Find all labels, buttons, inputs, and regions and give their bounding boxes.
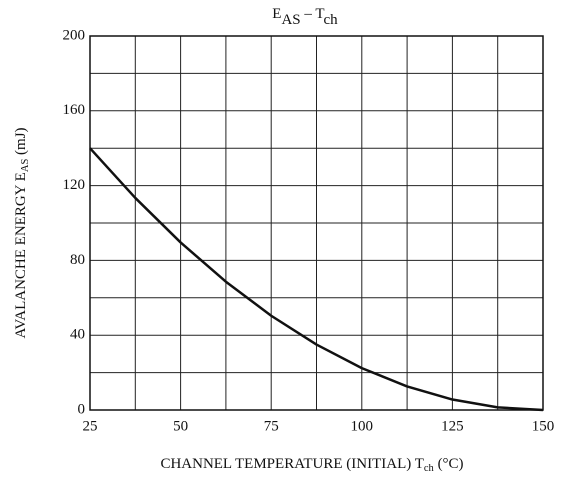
x-tick-label: 150 <box>532 418 555 434</box>
title-part: ch <box>324 12 339 28</box>
title-part: – T <box>301 6 325 22</box>
title-part: E <box>272 6 281 22</box>
title-text: EAS – Tch <box>272 6 338 28</box>
y-tick-label: 120 <box>63 177 86 193</box>
plot-frame <box>89 35 544 411</box>
y-tick-label: 80 <box>70 252 85 268</box>
xlabel-part: ch <box>424 464 435 475</box>
y-tick-label: 160 <box>63 102 86 118</box>
title-part: AS <box>281 12 300 28</box>
y-tick-label: 40 <box>70 327 85 343</box>
xlabel-part: (°C) <box>434 456 464 472</box>
x-tick-label: 50 <box>173 418 188 434</box>
ylabel-text: AVALANCHE ENERGY EAS (mJ) <box>13 127 31 338</box>
x-tick-label: 25 <box>83 418 98 434</box>
xlabel-part: CHANNEL TEMPERATURE (INITIAL) T <box>160 456 423 472</box>
y-tick-label: 200 <box>63 27 86 43</box>
ylabel-part: (mJ) <box>13 127 29 158</box>
ylabel-part: AVALANCHE ENERGY E <box>13 172 29 338</box>
data-line <box>89 147 544 412</box>
x-tick-label: 75 <box>264 418 279 434</box>
x-tick-label: 100 <box>351 418 374 434</box>
xlabel-text: CHANNEL TEMPERATURE (INITIAL) Tch (°C) <box>160 456 463 474</box>
x-tick-label: 125 <box>441 418 464 434</box>
y-tick-label: 0 <box>78 401 86 417</box>
ylabel-part: AS <box>21 159 32 173</box>
